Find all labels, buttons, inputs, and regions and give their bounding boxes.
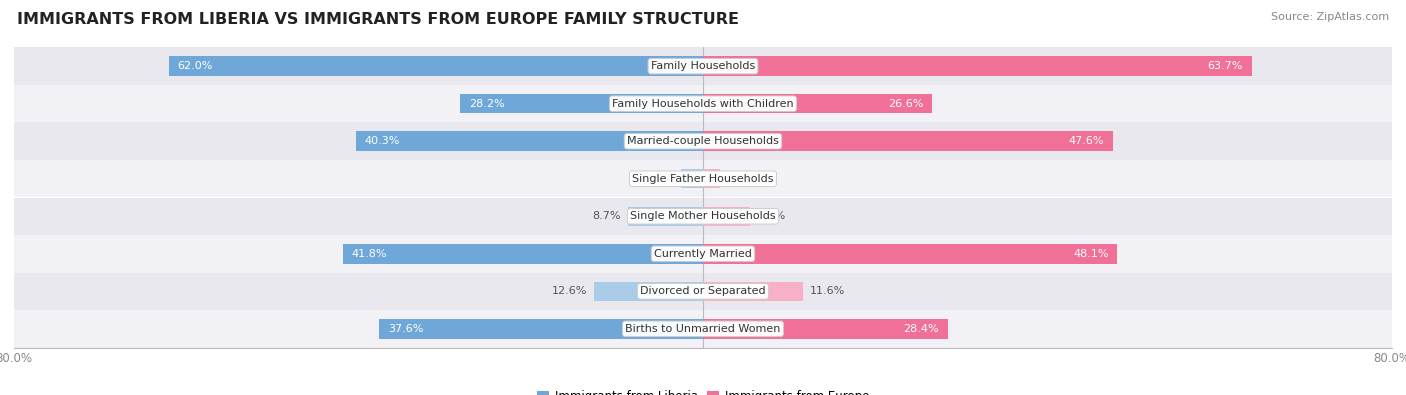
- Bar: [703, 244, 1118, 263]
- Text: Family Households with Children: Family Households with Children: [612, 99, 794, 109]
- Bar: [703, 169, 720, 188]
- Text: Currently Married: Currently Married: [654, 249, 752, 259]
- Text: Family Households: Family Households: [651, 61, 755, 71]
- Text: 63.7%: 63.7%: [1208, 61, 1243, 71]
- Text: 48.1%: 48.1%: [1073, 249, 1108, 259]
- Bar: [703, 56, 1251, 76]
- Text: 11.6%: 11.6%: [810, 286, 845, 296]
- Text: 2.0%: 2.0%: [727, 174, 755, 184]
- Text: Single Father Households: Single Father Households: [633, 174, 773, 184]
- Bar: [460, 94, 703, 113]
- Bar: [703, 132, 1114, 151]
- Text: 2.5%: 2.5%: [647, 174, 675, 184]
- Text: Single Mother Households: Single Mother Households: [630, 211, 776, 221]
- Bar: [169, 56, 703, 76]
- Bar: [380, 319, 703, 339]
- Text: 28.2%: 28.2%: [468, 99, 505, 109]
- Bar: [14, 235, 1392, 273]
- Text: 62.0%: 62.0%: [177, 61, 214, 71]
- Legend: Immigrants from Liberia, Immigrants from Europe: Immigrants from Liberia, Immigrants from…: [531, 385, 875, 395]
- Text: 12.6%: 12.6%: [553, 286, 588, 296]
- Bar: [703, 207, 751, 226]
- Text: 8.7%: 8.7%: [593, 211, 621, 221]
- Text: 41.8%: 41.8%: [352, 249, 387, 259]
- Bar: [14, 85, 1392, 122]
- Bar: [14, 160, 1392, 198]
- Bar: [703, 319, 948, 339]
- Bar: [343, 244, 703, 263]
- Text: 28.4%: 28.4%: [903, 324, 939, 334]
- Bar: [14, 273, 1392, 310]
- Text: Births to Unmarried Women: Births to Unmarried Women: [626, 324, 780, 334]
- Bar: [682, 169, 703, 188]
- Text: Divorced or Separated: Divorced or Separated: [640, 286, 766, 296]
- Bar: [14, 198, 1392, 235]
- Bar: [628, 207, 703, 226]
- Bar: [14, 122, 1392, 160]
- Bar: [595, 282, 703, 301]
- Text: IMMIGRANTS FROM LIBERIA VS IMMIGRANTS FROM EUROPE FAMILY STRUCTURE: IMMIGRANTS FROM LIBERIA VS IMMIGRANTS FR…: [17, 12, 740, 27]
- Text: 47.6%: 47.6%: [1069, 136, 1104, 146]
- Text: Source: ZipAtlas.com: Source: ZipAtlas.com: [1271, 12, 1389, 22]
- Text: 26.6%: 26.6%: [889, 99, 924, 109]
- Bar: [703, 94, 932, 113]
- Bar: [703, 282, 803, 301]
- Text: Married-couple Households: Married-couple Households: [627, 136, 779, 146]
- Text: 5.5%: 5.5%: [758, 211, 786, 221]
- Text: 40.3%: 40.3%: [364, 136, 399, 146]
- Bar: [14, 310, 1392, 348]
- Text: 37.6%: 37.6%: [388, 324, 423, 334]
- Bar: [356, 132, 703, 151]
- Bar: [14, 47, 1392, 85]
